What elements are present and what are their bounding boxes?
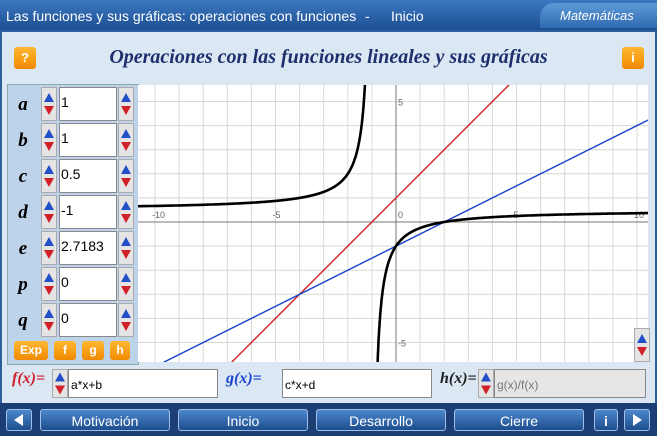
spinner[interactable] [41,267,57,301]
parameter-label: q [18,310,28,331]
title-bar: Las funciones y sus gráficas: operacione… [0,0,657,30]
arrow-icon[interactable] [7,410,31,430]
spinner-arrows[interactable] [42,268,56,300]
spinner[interactable] [41,231,57,265]
spinner[interactable] [41,303,57,337]
spinner-arrows[interactable] [42,196,56,228]
function-label: g(x)= [226,370,262,387]
spinner-arrows[interactable] [635,329,649,361]
spinner-arrows[interactable] [42,88,56,120]
parameter-label: e [18,238,28,259]
spinner[interactable] [52,369,68,398]
nav-button[interactable]: Desarrollo [316,409,446,431]
parameter-input[interactable]: 2.7183 [59,231,117,265]
spinner[interactable] [118,231,134,265]
function-input[interactable]: a*x+b [68,369,218,398]
spinner-arrows[interactable] [479,370,493,397]
nav-button[interactable]: Inicio [178,409,308,431]
graph: -10 -5 0 5 105-5 [138,85,648,362]
parameter-label: a [18,94,28,115]
g-line [162,119,648,362]
spinner[interactable] [118,87,134,121]
parameter-input[interactable]: 1 [59,123,117,157]
function-label: h(x)= [440,370,477,387]
spinner-arrows[interactable] [119,88,133,120]
parameter-input[interactable]: 0.5 [59,159,117,193]
spinner[interactable] [41,195,57,229]
parameter-input[interactable]: 1 [59,87,117,121]
spinner-arrows[interactable] [119,160,133,192]
nav-next[interactable] [624,409,650,431]
spinner[interactable] [118,159,134,193]
function-button[interactable]: h [110,341,130,360]
banner-title: Operaciones con las funciones lineales y… [109,46,548,68]
spinner[interactable] [41,87,57,121]
x-tick-label: -5 [273,210,281,220]
parameter-input[interactable]: -1 [59,195,117,229]
info-button[interactable]: i [622,47,644,69]
spinner-arrows[interactable] [119,196,133,228]
help-button[interactable]: ? [14,47,36,69]
spinner-arrows[interactable] [119,304,133,336]
x-tick-label: 0 [398,210,403,220]
function-button[interactable]: f [54,341,76,360]
parameter-input[interactable]: 0 [59,267,117,301]
spinner[interactable] [478,369,494,398]
function-input[interactable]: c*x+d [282,369,432,398]
nav-button[interactable]: Motivación [40,409,170,431]
spinner-arrows[interactable] [42,124,56,156]
parameter-label: b [18,130,28,151]
y-tick-label: 5 [398,98,403,108]
arrow-icon[interactable] [625,410,649,430]
spinner-arrows[interactable] [119,124,133,156]
separator: - [365,8,370,24]
subject: Matemáticas [560,8,634,23]
parameter-label: d [18,202,28,223]
function-button[interactable]: g [82,341,104,360]
x-tick-label: -10 [152,210,165,220]
spinner[interactable] [41,123,57,157]
parameter-label: p [18,274,28,295]
parameter-input[interactable]: 0 [59,303,117,337]
nav-info[interactable]: i [594,409,618,431]
nav-prev[interactable] [6,409,32,431]
spinner[interactable] [118,123,134,157]
function-input: g(x)/f(x) [494,369,646,398]
parameter-label: c [18,166,28,187]
h-curve [138,85,648,362]
x-tick-label: 10 [634,210,644,220]
f-line [230,85,510,362]
spinner-arrows[interactable] [53,370,67,397]
function-label: f(x)= [12,370,46,387]
spinner-arrows[interactable] [42,304,56,336]
spinner[interactable] [634,328,650,362]
spinner-arrows[interactable] [119,268,133,300]
spinner[interactable] [41,159,57,193]
y-tick-label: -5 [398,339,406,349]
spinner[interactable] [118,267,134,301]
nav-button[interactable]: Cierre [454,409,584,431]
spinner-arrows[interactable] [42,232,56,264]
spinner-arrows[interactable] [42,160,56,192]
spinner[interactable] [118,195,134,229]
section: Inicio [391,8,424,24]
app-title: Las funciones y sus gráficas: operacione… [6,8,357,24]
spinner[interactable] [118,303,134,337]
spinner-arrows[interactable] [119,232,133,264]
function-button[interactable]: Exp [14,341,48,360]
